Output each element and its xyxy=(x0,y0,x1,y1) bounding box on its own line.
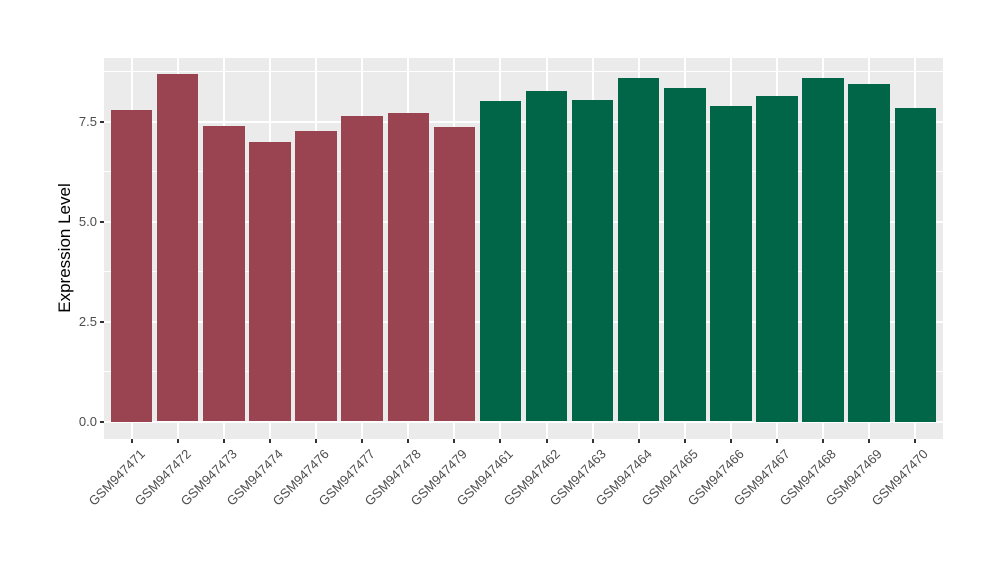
plot-panel xyxy=(104,58,943,439)
gridline-major xyxy=(104,420,943,423)
x-axis-tick xyxy=(729,439,732,443)
x-axis-tick xyxy=(176,439,179,443)
y-axis-tick xyxy=(100,420,104,423)
bar xyxy=(618,78,660,422)
y-axis-title: Expression Level xyxy=(55,183,74,313)
y-tick-label: 7.5 xyxy=(78,114,97,129)
x-axis-tick xyxy=(545,439,548,443)
y-tick-label: 2.5 xyxy=(78,314,97,329)
bar xyxy=(387,112,429,422)
bar xyxy=(157,73,199,422)
bar xyxy=(525,90,568,422)
x-axis-tick xyxy=(499,439,502,443)
gridline-major xyxy=(104,220,943,223)
bar xyxy=(756,95,798,422)
y-axis-tick xyxy=(100,320,104,323)
bar xyxy=(341,115,383,422)
x-axis-tick xyxy=(222,439,225,443)
x-axis-tick xyxy=(130,439,133,443)
gridline-minor xyxy=(104,371,943,372)
x-axis-tick xyxy=(914,439,917,443)
bar xyxy=(249,142,291,422)
y-axis-tick xyxy=(100,220,104,223)
bar xyxy=(894,107,937,422)
bar xyxy=(479,101,522,422)
x-axis-tick xyxy=(637,439,640,443)
bar xyxy=(295,130,337,422)
y-tick-label: 0.0 xyxy=(78,414,97,429)
x-axis-tick xyxy=(361,439,364,443)
x-axis-tick xyxy=(822,439,825,443)
bar xyxy=(110,109,153,422)
gridline-minor xyxy=(104,271,943,272)
x-axis-tick xyxy=(268,439,271,443)
x-tick-label: GSM947470 xyxy=(869,446,932,509)
x-axis-tick xyxy=(591,439,594,443)
bar xyxy=(802,77,844,422)
x-axis-tick xyxy=(453,439,456,443)
bar xyxy=(710,106,752,422)
x-axis-tick xyxy=(683,439,686,443)
bar xyxy=(433,127,476,422)
x-axis-tick xyxy=(776,439,779,443)
bar xyxy=(203,125,245,422)
x-axis-tick xyxy=(868,439,871,443)
bar xyxy=(571,99,614,422)
y-tick-label: 5.0 xyxy=(78,214,97,229)
x-axis-tick xyxy=(315,439,318,443)
y-axis-tick xyxy=(100,120,104,123)
gridline-minor xyxy=(104,171,943,172)
gridline-minor xyxy=(104,71,943,72)
bar xyxy=(664,87,706,422)
x-axis-tick xyxy=(407,439,410,443)
gridline-major xyxy=(104,320,943,323)
bar xyxy=(848,83,890,422)
gridline-major xyxy=(104,120,943,123)
